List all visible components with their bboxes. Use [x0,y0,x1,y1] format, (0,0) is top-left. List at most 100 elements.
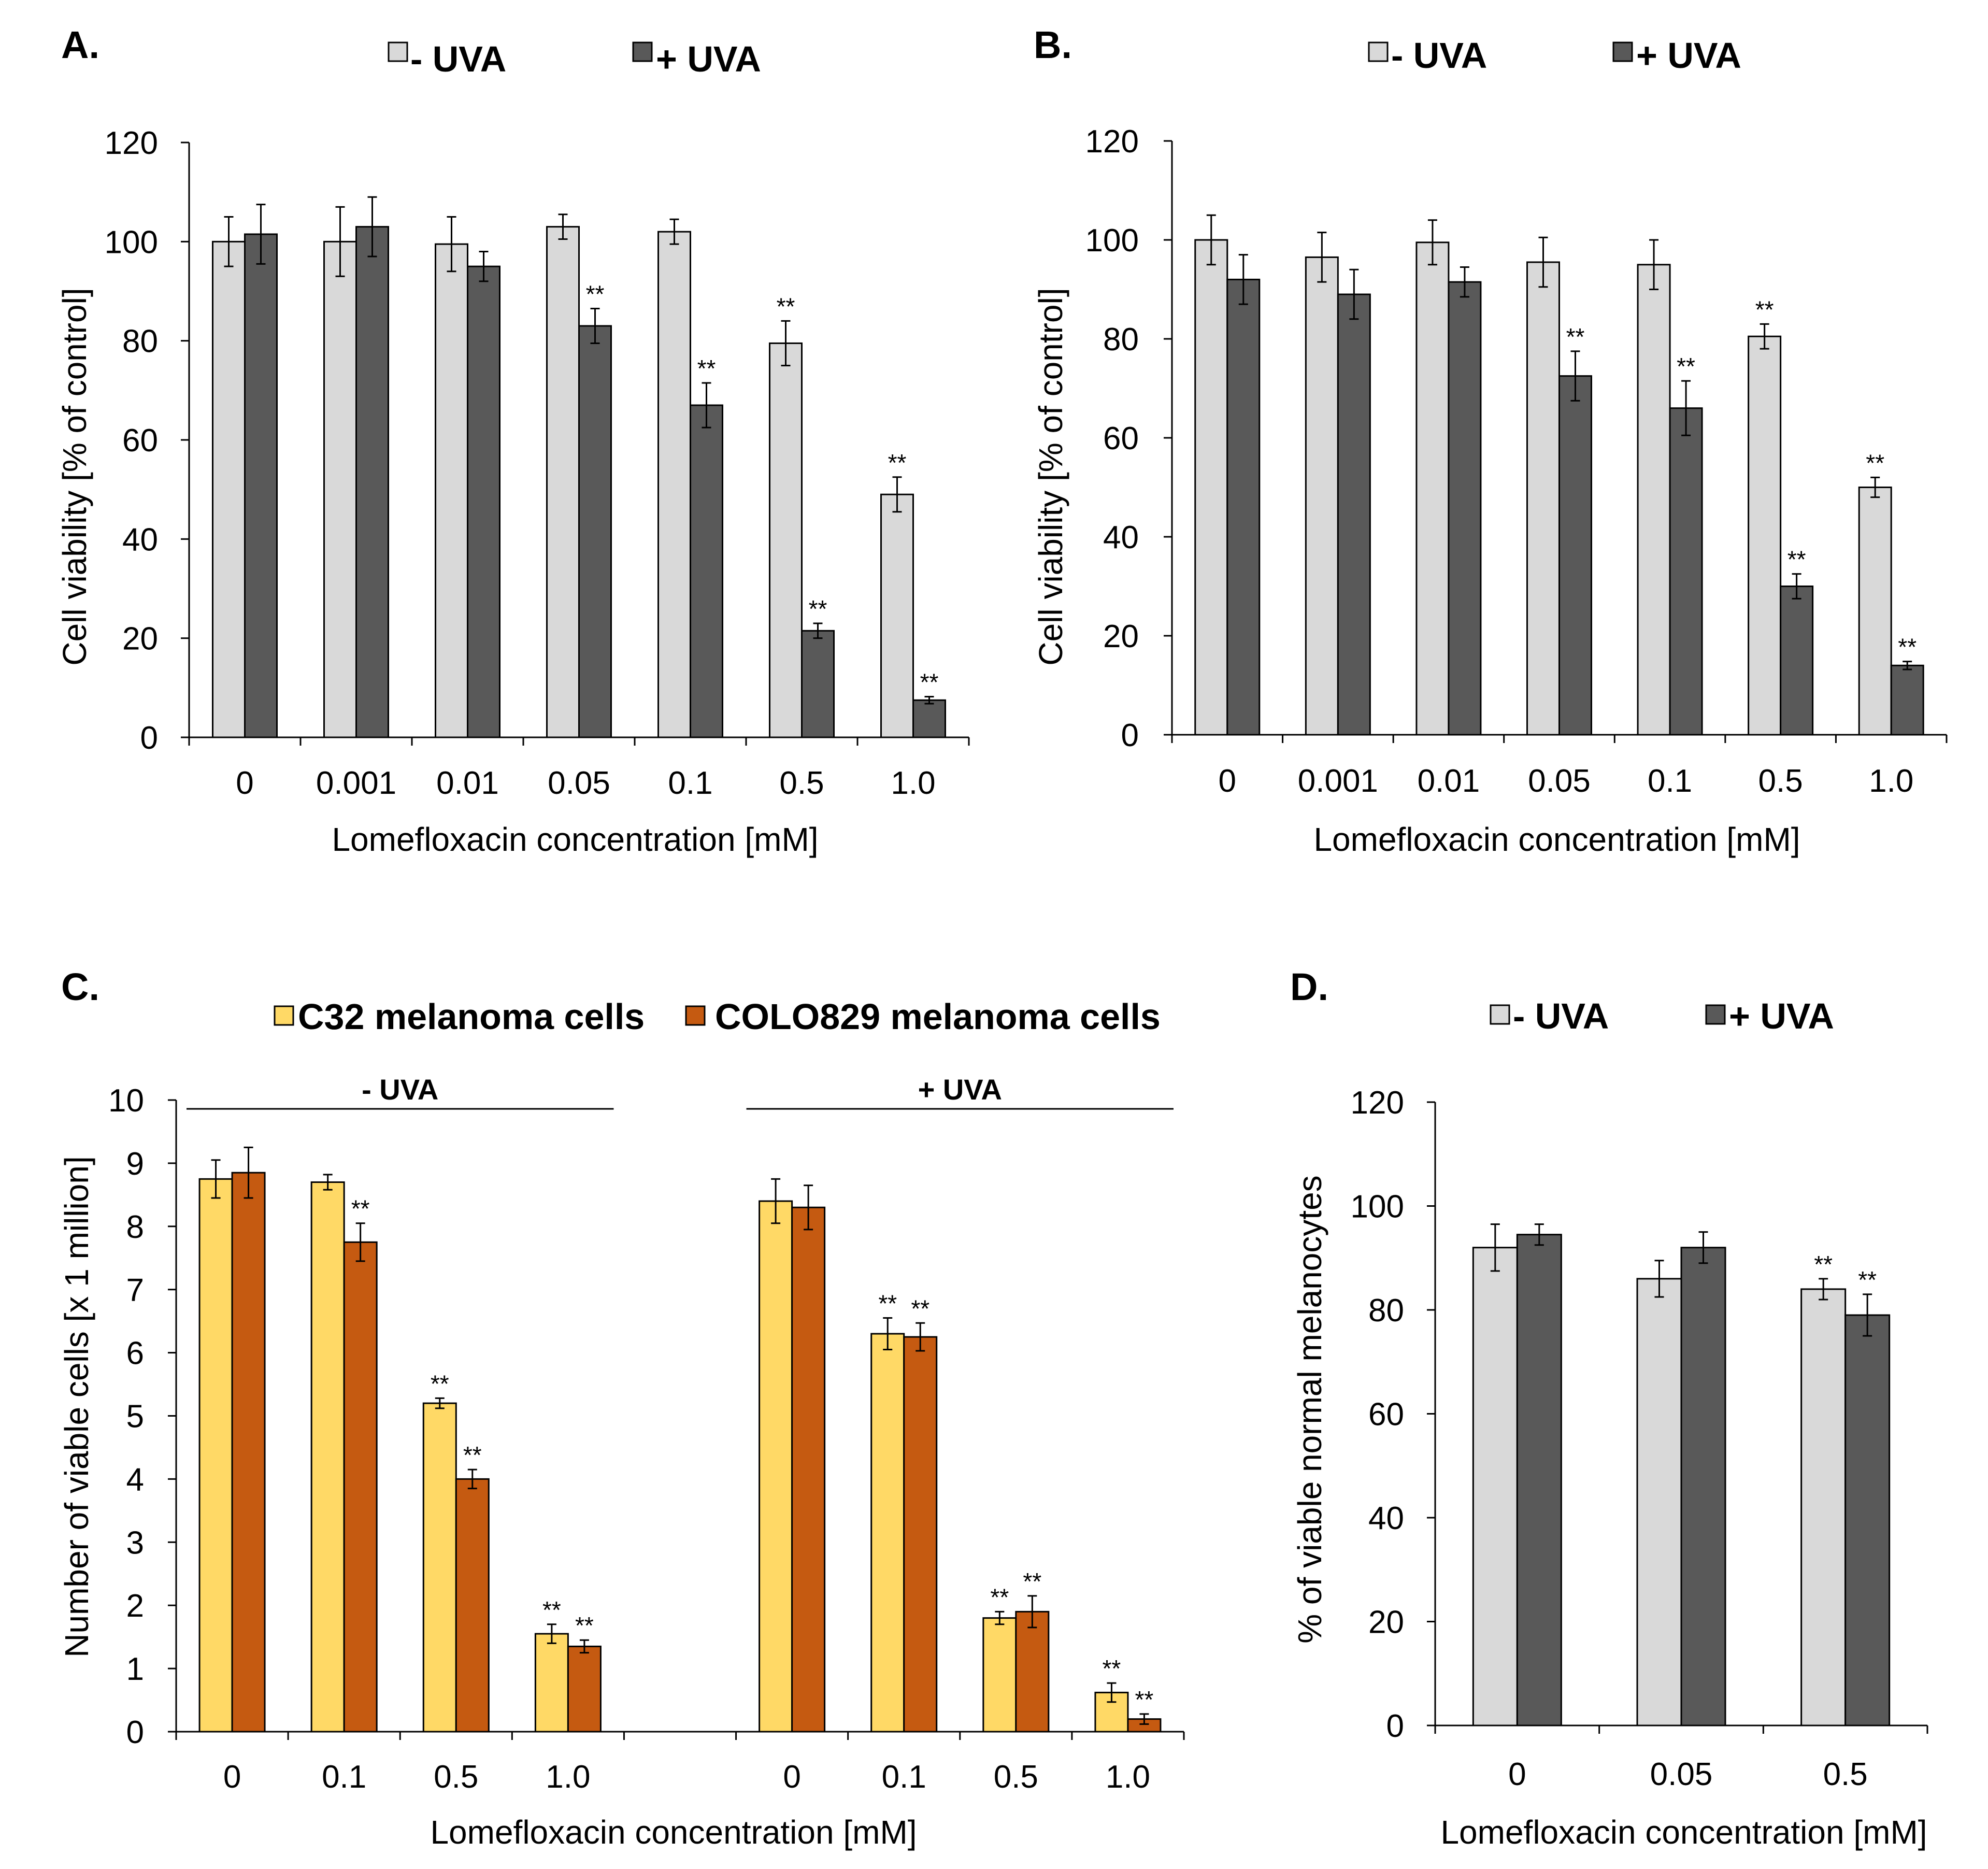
significance-marker: ** [463,1442,482,1468]
y-tick-label: 60 [1368,1397,1404,1433]
significance-marker: ** [990,1583,1009,1610]
bar [1890,664,1924,736]
panel-c: C. C32 melanoma cells COLO829 melanoma c… [58,965,1185,1851]
legend-label-c32: C32 melanoma cells [298,996,645,1037]
significance-marker: ** [1858,1266,1877,1293]
bar [880,493,914,738]
bar [198,1178,233,1733]
bar [422,1402,457,1733]
panel-a-y-axis-title: Cell viability [% of control] [56,288,93,665]
bar [759,1200,793,1733]
y-tick-label: 120 [1085,124,1139,160]
x-tick-label: 0.5 [434,1759,478,1795]
legend-swatch-minus-uva [1368,41,1389,62]
x-tick-label: 0.5 [779,765,824,801]
bar [1680,1247,1726,1727]
y-tick-label: 3 [126,1525,144,1561]
x-tick-label: 0.1 [882,1759,926,1795]
significance-marker: ** [1866,449,1884,476]
significance-marker: ** [1103,1655,1121,1682]
bar [534,1633,569,1733]
legend-swatch-minus-uva [388,41,408,62]
x-tick-label: 0.1 [668,765,712,801]
bar [912,699,946,738]
significance-marker: ** [542,1596,561,1623]
bar [1015,1610,1050,1733]
legend-label-colo829: COLO829 melanoma cells [715,996,1161,1037]
y-tick-label: 20 [1368,1605,1404,1640]
x-tick-label: 0.05 [1528,763,1591,799]
y-tick-label: 120 [1351,1085,1404,1121]
legend-swatch-plus-uva [1705,1004,1726,1025]
bar [982,1617,1017,1733]
bar [1844,1314,1891,1727]
bar [1226,278,1261,736]
significance-marker: ** [575,1612,594,1639]
bar [435,243,468,738]
group-bracket-label: + UVA [918,1073,1002,1106]
y-tick-label: 20 [122,621,158,657]
bar [1516,1234,1562,1727]
significance-marker: ** [888,449,907,476]
bar [1800,1288,1847,1727]
legend-swatch-c32 [274,1005,294,1026]
legend-swatch-plus-uva [632,41,653,62]
significance-marker: ** [1135,1686,1154,1713]
x-tick-label: 0.05 [548,765,610,801]
panel-b-plot: 0 20 40 60 80 100 120 0 0.001 0.01 0.05 ** 0.1 ** 0.5 *… [1085,124,1948,799]
legend-label-minus-uva: - UVA [410,39,506,79]
bar [1194,239,1228,736]
bar [310,1181,345,1733]
bar [1526,261,1560,736]
y-tick-label: 80 [1103,322,1139,358]
panel-a-x-axis-title: Lomefloxacin concentration [mM] [332,821,818,858]
panel-b-label: B. [1034,23,1072,66]
legend-label-plus-uva: + UVA [1729,996,1834,1036]
x-tick-label: 0.001 [316,765,396,801]
y-tick-label: 40 [1103,520,1139,555]
y-tick-label: 40 [1368,1501,1404,1536]
significance-marker: ** [878,1290,897,1317]
group-bracket-label: - UVA [362,1073,438,1106]
legend-swatch-colo829 [685,1005,706,1026]
significance-marker: ** [351,1195,370,1222]
y-tick-label: 7 [126,1273,144,1308]
significance-marker: ** [920,669,939,696]
panel-d: D. - UVA + UVA 0 20 40 60 80 100 120 0 0.05 0.5 **… [1290,965,1928,1851]
bar [1780,586,1814,736]
y-tick-label: 20 [1103,619,1139,654]
panel-a: A. - UVA + UVA 0 20 40 60 80 100 120 0 0.001 0.01… [56,23,970,858]
y-tick-label: 9 [126,1146,144,1182]
y-tick-label: 8 [126,1209,144,1245]
bar [1637,264,1671,736]
panel-c-x-axis-title: Lomefloxacin concentration [mM] [430,1814,917,1851]
panel-a-plot: 0 20 40 60 80 100 120 0 0.001 0.01 0.05 ** 0.1 ** 0.5 *… [105,125,970,801]
significance-marker: ** [1755,296,1774,323]
x-tick-label: 0.01 [436,765,499,801]
y-tick-label: 60 [122,423,158,459]
significance-marker: ** [1023,1568,1041,1595]
x-tick-label: 1.0 [546,1759,590,1795]
x-tick-label: 0.001 [1298,763,1378,799]
significance-marker: ** [1677,353,1695,380]
bar [1558,375,1592,736]
significance-marker: ** [1814,1251,1833,1278]
significance-marker: ** [809,595,827,622]
panel-d-plot: 0 20 40 60 80 100 120 0 0.05 0.5 ** ** [1351,1085,1928,1792]
bar [903,1336,938,1733]
panel-d-x-axis-title: Lomefloxacin concentration [mM] [1440,1814,1927,1851]
panel-d-label: D. [1290,965,1328,1008]
bar [769,342,803,738]
y-tick-label: 0 [126,1715,144,1750]
panel-b-y-axis-title: Cell viability [% of control] [1032,288,1069,665]
y-tick-label: 4 [126,1462,144,1497]
x-tick-label: 0 [783,1759,800,1795]
y-tick-label: 100 [1085,223,1139,259]
bar [657,231,691,738]
y-tick-label: 120 [105,125,158,161]
y-tick-label: 100 [1351,1189,1404,1225]
panel-c-plot: 0 1 2 3 4 5 6 7 8 9 10 0 0.1 ** 0.5 ** ** 1.0 ** ** 0 0.1 ** **… [108,1073,1185,1795]
bar [567,1645,602,1733]
bar [1748,335,1782,736]
legend-label-minus-uva: - UVA [1513,996,1609,1036]
